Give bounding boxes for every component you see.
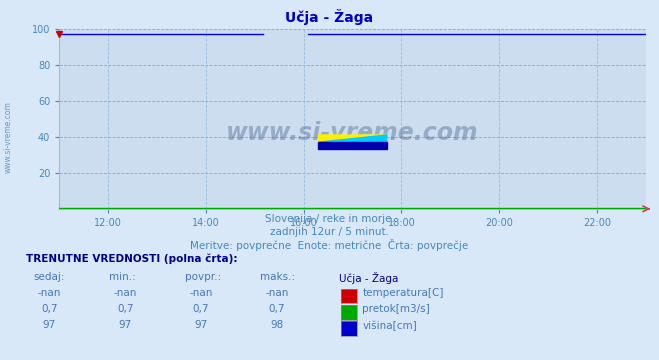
Text: povpr.:: povpr.:	[185, 272, 221, 282]
Text: www.si-vreme.com: www.si-vreme.com	[3, 101, 13, 173]
Text: 0,7: 0,7	[117, 304, 134, 314]
Text: temperatura[C]: temperatura[C]	[362, 288, 444, 298]
Text: -nan: -nan	[189, 288, 213, 298]
Text: -nan: -nan	[38, 288, 61, 298]
Text: Slovenija / reke in morje.: Slovenija / reke in morje.	[264, 214, 395, 224]
Text: TRENUTNE VREDNOSTI (polna črta):: TRENUTNE VREDNOSTI (polna črta):	[26, 254, 238, 264]
Bar	[318, 142, 387, 149]
Text: Učja - Žaga: Učja - Žaga	[285, 9, 374, 25]
Text: 0,7: 0,7	[268, 304, 285, 314]
Polygon shape	[318, 135, 387, 142]
Polygon shape	[318, 135, 387, 142]
Text: min.:: min.:	[109, 272, 136, 282]
Text: zadnjih 12ur / 5 minut.: zadnjih 12ur / 5 minut.	[270, 227, 389, 237]
Text: Učja - Žaga: Učja - Žaga	[339, 272, 399, 284]
Text: maks.:: maks.:	[260, 272, 295, 282]
Text: višina[cm]: višina[cm]	[362, 320, 417, 331]
Text: -nan: -nan	[113, 288, 137, 298]
Text: 98: 98	[270, 320, 283, 330]
Text: 97: 97	[43, 320, 56, 330]
Text: -nan: -nan	[265, 288, 289, 298]
Text: 97: 97	[119, 320, 132, 330]
Text: sedaj:: sedaj:	[33, 272, 65, 282]
Text: pretok[m3/s]: pretok[m3/s]	[362, 304, 430, 314]
Text: www.si-vreme.com: www.si-vreme.com	[226, 121, 479, 145]
Text: Meritve: povprečne  Enote: metrične  Črta: povprečje: Meritve: povprečne Enote: metrične Črta:…	[190, 239, 469, 251]
Text: 97: 97	[194, 320, 208, 330]
Text: 0,7: 0,7	[192, 304, 210, 314]
Text: 0,7: 0,7	[41, 304, 58, 314]
